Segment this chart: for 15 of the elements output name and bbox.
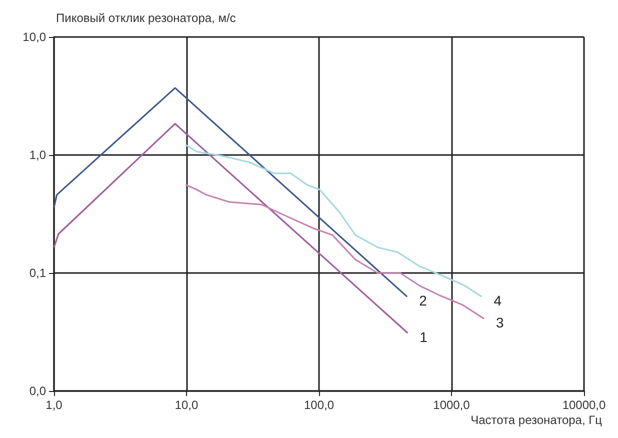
x-tick-label: 1000,0 [433, 398, 470, 412]
y-tick-label: 10,0 [22, 30, 46, 44]
x-tick-label: 100,0 [304, 398, 334, 412]
y-axis-title: Пиковый отклик резонатора, м/с [56, 11, 236, 25]
series-label: 4 [494, 292, 502, 309]
y-tick-label: 0,1 [29, 266, 46, 280]
series-label: 3 [496, 314, 504, 331]
x-tick-label: 10,0 [174, 398, 198, 412]
x-tick-label: 10000,0 [562, 398, 606, 412]
x-axis-title: Частота резонатора, Гц [470, 413, 602, 427]
series-label: 1 [420, 329, 428, 346]
y-tick-label: 0,0 [29, 384, 46, 398]
y-tick-label: 1,0 [29, 148, 46, 162]
series-label: 2 [419, 292, 428, 309]
x-tick-label: 1,0 [46, 398, 63, 412]
